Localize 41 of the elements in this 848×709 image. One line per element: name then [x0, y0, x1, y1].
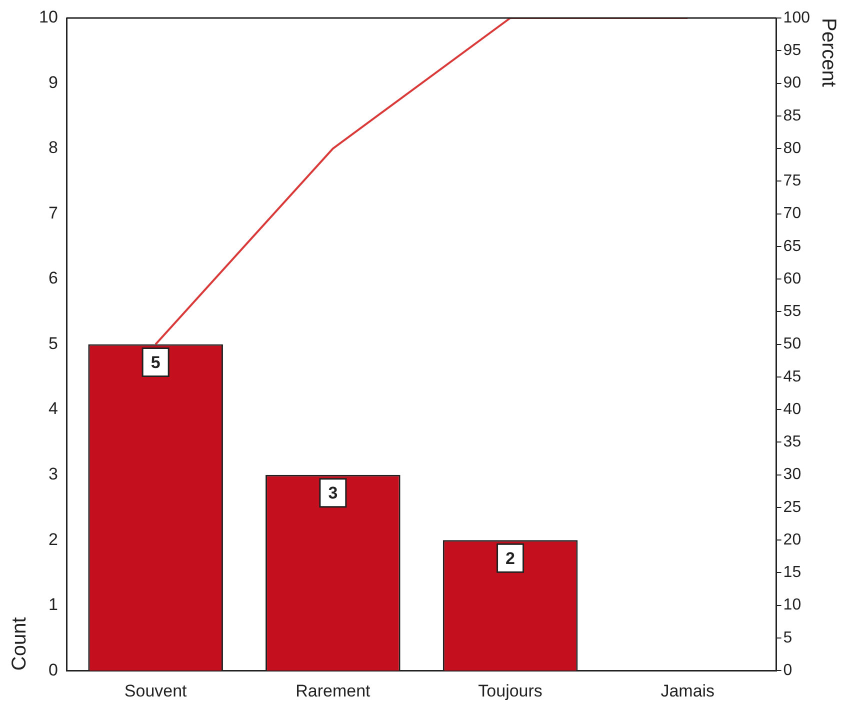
y2-axis-title: Percent — [817, 18, 840, 88]
y2-tick-label: 95 — [783, 42, 802, 60]
data-label: 5 — [150, 352, 160, 372]
y2-tick-label: 100 — [783, 9, 810, 26]
y2-tick-label: 45 — [783, 368, 802, 386]
x-tick-label: Toujours — [478, 681, 542, 700]
y2-tick-label: 70 — [783, 205, 802, 222]
y2-tick-label: 60 — [783, 270, 802, 288]
y2-tick-label: 80 — [783, 140, 802, 157]
y-tick-label: 2 — [48, 530, 58, 549]
y2-tick-label: 65 — [783, 238, 802, 255]
y2-tick-label: 40 — [783, 400, 802, 418]
y2-tick-label: 5 — [783, 629, 792, 646]
data-label: 2 — [506, 548, 516, 568]
y-tick-label: 8 — [48, 138, 58, 158]
y2-tick-label: 10 — [783, 596, 802, 614]
x-tick-label: Rarement — [296, 681, 371, 700]
y-tick-label: 5 — [48, 334, 58, 353]
y2-tick-label: 90 — [783, 74, 802, 92]
y-tick-label: 10 — [38, 8, 58, 27]
y2-tick-label: 25 — [783, 498, 802, 516]
y2-tick-label: 30 — [783, 466, 802, 484]
y-tick-label: 1 — [48, 595, 58, 614]
data-label: 3 — [328, 484, 338, 503]
y-axis-title: Count — [8, 616, 31, 671]
y-tick-label: 7 — [48, 203, 58, 222]
y-tick-label: 3 — [48, 464, 58, 484]
y2-tick-label: 15 — [783, 564, 802, 582]
y2-tick-label: 75 — [783, 172, 802, 190]
y2-tick-label: 55 — [783, 303, 802, 320]
y2-tick-label: 85 — [783, 107, 802, 124]
y2-tick-label: 50 — [783, 336, 802, 353]
y-tick-label: 0 — [48, 660, 58, 680]
y2-tick-label: 0 — [783, 662, 792, 680]
y-tick-label: 4 — [48, 399, 58, 418]
x-tick-label: Souvent — [124, 681, 188, 700]
x-tick-label: Jamais — [660, 681, 715, 700]
y-tick-label: 9 — [48, 72, 58, 92]
y2-tick-label: 35 — [783, 434, 802, 451]
y-tick-label: 6 — [48, 268, 58, 288]
y2-tick-label: 20 — [783, 531, 802, 548]
